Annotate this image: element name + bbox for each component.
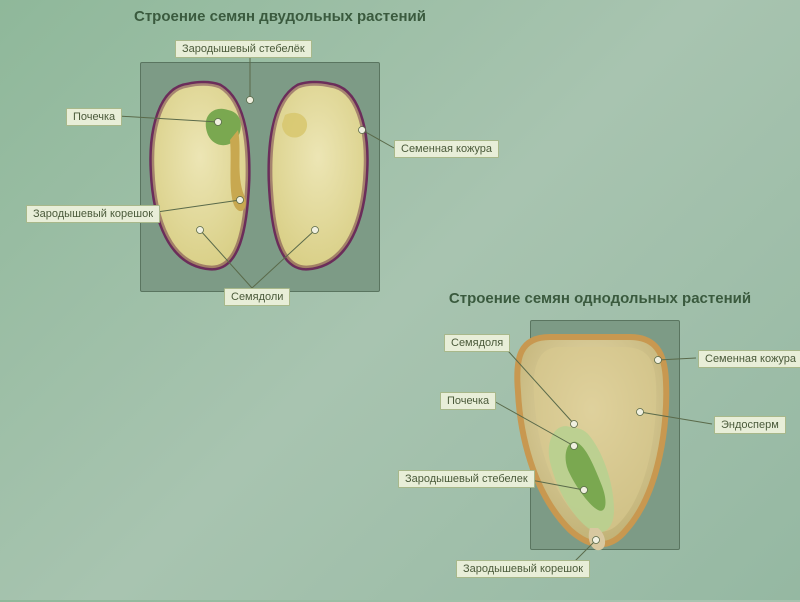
monocot-label-semyadolya: Семядоля [444, 334, 510, 352]
monocot-label-pochechka: Почечка [440, 392, 496, 410]
dicot-label-pochechka: Почечка [66, 108, 122, 126]
dicot-label-koreshok: Зародышевый корешок [26, 205, 160, 223]
monocot-label-koreshok: Зародышевый корешок [456, 560, 590, 578]
dicot-label-kozhura: Семенная кожура [394, 140, 499, 158]
dicot-label-stebelek: Зародышевый стебелёк [175, 40, 312, 58]
monocot-label-kozhura: Семенная кожура [698, 350, 800, 368]
monocot-diagram [370, 282, 800, 602]
monocot-label-endosperm: Эндосперм [714, 416, 786, 434]
monocot-label-stebelek: Зародышевый стебелек [398, 470, 535, 488]
dicot-label-semyadoli: Семядоли [224, 288, 290, 306]
